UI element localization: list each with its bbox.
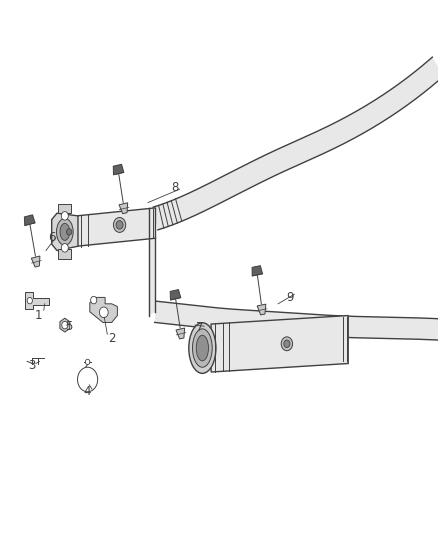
Text: 7: 7 xyxy=(195,321,203,334)
Polygon shape xyxy=(153,57,438,230)
Text: 4: 4 xyxy=(84,385,92,398)
Polygon shape xyxy=(90,297,117,322)
Text: 9: 9 xyxy=(286,291,294,304)
Ellipse shape xyxy=(57,219,73,245)
Polygon shape xyxy=(32,256,40,267)
Ellipse shape xyxy=(196,335,208,361)
Polygon shape xyxy=(25,215,35,225)
Text: 8: 8 xyxy=(172,181,179,194)
Text: 1: 1 xyxy=(35,309,42,322)
Circle shape xyxy=(116,221,123,229)
Circle shape xyxy=(27,297,32,304)
Circle shape xyxy=(99,307,108,318)
Polygon shape xyxy=(58,249,71,259)
Circle shape xyxy=(113,217,126,232)
Polygon shape xyxy=(58,204,71,213)
Text: 6: 6 xyxy=(48,231,56,244)
Text: 2: 2 xyxy=(108,332,116,345)
Circle shape xyxy=(281,337,293,351)
Polygon shape xyxy=(60,318,70,332)
Circle shape xyxy=(67,229,72,235)
Circle shape xyxy=(62,321,68,329)
Circle shape xyxy=(91,296,97,304)
Polygon shape xyxy=(52,213,78,251)
Circle shape xyxy=(85,359,90,365)
Polygon shape xyxy=(77,208,155,246)
Polygon shape xyxy=(170,289,181,300)
Ellipse shape xyxy=(193,329,212,367)
Circle shape xyxy=(61,212,68,220)
Polygon shape xyxy=(252,265,262,276)
Ellipse shape xyxy=(60,223,70,240)
Text: 3: 3 xyxy=(28,359,35,372)
Polygon shape xyxy=(113,164,124,175)
Polygon shape xyxy=(149,208,155,316)
Circle shape xyxy=(284,340,290,348)
Text: 5: 5 xyxy=(66,320,73,333)
Polygon shape xyxy=(176,328,184,339)
Ellipse shape xyxy=(189,323,216,373)
Polygon shape xyxy=(257,304,266,315)
Polygon shape xyxy=(211,316,348,372)
Polygon shape xyxy=(119,203,127,214)
Polygon shape xyxy=(155,301,438,340)
Circle shape xyxy=(61,244,68,252)
Polygon shape xyxy=(25,292,49,309)
